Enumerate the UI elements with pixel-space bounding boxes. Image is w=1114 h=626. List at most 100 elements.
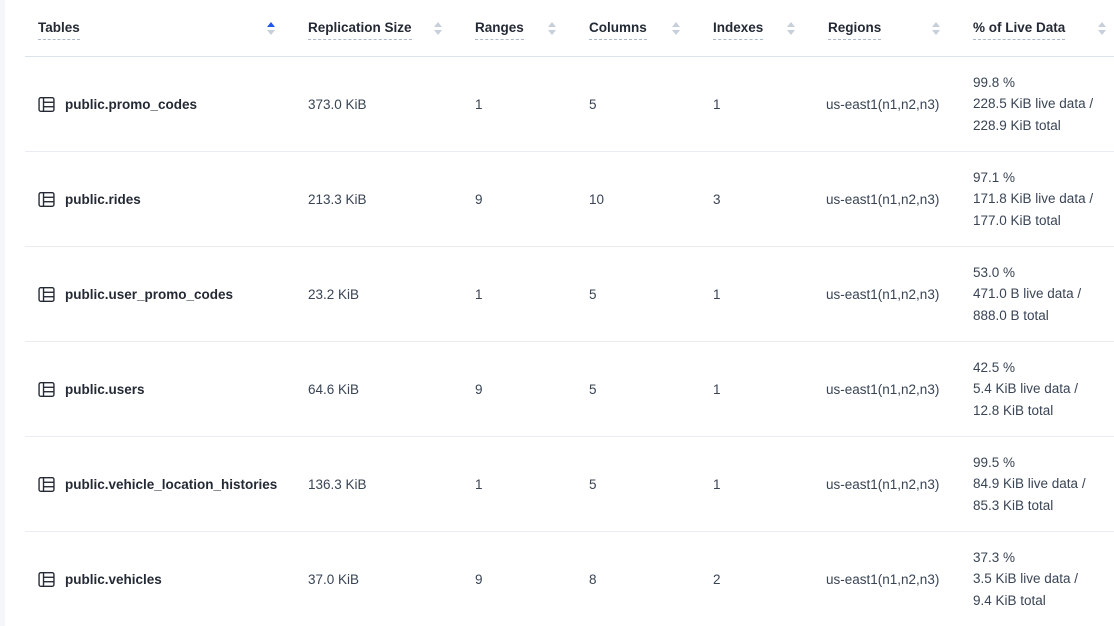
live-detail: 471.0 B live data /: [973, 286, 1082, 302]
sort-asc-icon[interactable]: [932, 21, 940, 27]
replication-size-cell: 64.6 KiB: [308, 381, 360, 397]
table-name-cell[interactable]: public.vehicles: [25, 532, 295, 626]
table-name-cell[interactable]: public.users: [25, 342, 295, 436]
live-data-cell: 53.0 % 471.0 B live data / 888.0 B total: [960, 247, 1114, 341]
table-row: public.vehicle_location_histories 136.3 …: [25, 437, 1114, 532]
indexes-cell: 2: [713, 571, 721, 587]
table-name[interactable]: public.promo_codes: [65, 96, 198, 112]
ranges-cell: 9: [475, 571, 483, 587]
column-header-indexes[interactable]: Indexes: [700, 0, 815, 56]
sort-arrows-icon[interactable]: [787, 21, 795, 35]
table-row: public.vehicles 37.0 KiB 9 8 2 us-east1(…: [25, 532, 1114, 626]
columns-cell: 8: [589, 571, 597, 587]
columns-cell: 5: [589, 286, 597, 302]
live-data-cell: 37.3 % 3.5 KiB live data / 9.4 KiB total: [960, 532, 1114, 626]
column-header-label: % of Live Data: [973, 20, 1066, 40]
sort-asc-icon[interactable]: [787, 21, 795, 27]
live-detail: 84.9 KiB live data /: [973, 476, 1086, 492]
table-grid-icon: [38, 191, 55, 208]
sort-arrows-icon[interactable]: [267, 21, 275, 35]
live-detail: 171.8 KiB live data /: [973, 191, 1094, 207]
regions-cell: us-east1(n1,n2,n3): [826, 191, 940, 207]
table-grid-icon: [38, 96, 55, 113]
column-header-ranges[interactable]: Ranges: [462, 0, 576, 56]
sort-desc-icon[interactable]: [434, 29, 442, 35]
table-name[interactable]: public.users: [65, 381, 145, 397]
indexes-cell: 3: [713, 191, 721, 207]
table-name[interactable]: public.vehicle_location_histories: [65, 476, 278, 492]
table-name-cell[interactable]: public.vehicle_location_histories: [25, 437, 295, 531]
sort-arrows-icon[interactable]: [548, 21, 556, 35]
columns-cell: 5: [589, 96, 597, 112]
ranges-cell: 1: [475, 96, 483, 112]
column-header-label: Regions: [828, 20, 882, 40]
ranges-cell: 9: [475, 381, 483, 397]
table-row: public.promo_codes 373.0 KiB 1 5 1 us-ea…: [25, 57, 1114, 152]
table-name[interactable]: public.vehicles: [65, 571, 162, 587]
table-name[interactable]: public.user_promo_codes: [65, 286, 234, 302]
table-name-cell[interactable]: public.promo_codes: [25, 57, 295, 151]
indexes-cell: 1: [713, 96, 721, 112]
table-row: public.rides 213.3 KiB 9 10 3 us-east1(n…: [25, 152, 1114, 247]
column-header-columns[interactable]: Columns: [576, 0, 700, 56]
sort-arrows-icon[interactable]: [932, 21, 940, 35]
sort-asc-icon[interactable]: [267, 21, 275, 27]
replication-size-cell: 23.2 KiB: [308, 286, 360, 302]
sort-asc-icon[interactable]: [548, 21, 556, 27]
sort-arrows-icon[interactable]: [1098, 21, 1106, 35]
table-grid-icon: [38, 476, 55, 493]
columns-cell: 10: [589, 191, 605, 207]
live-detail: 228.5 KiB live data /: [973, 96, 1094, 112]
indexes-cell: 1: [713, 476, 721, 492]
column-header-label: Tables: [38, 20, 80, 40]
live-percent: 37.3 %: [973, 549, 1016, 565]
table-name-cell[interactable]: public.rides: [25, 152, 295, 246]
column-header-label: Replication Size: [308, 20, 412, 40]
table-grid-icon: [38, 571, 55, 588]
replication-size-cell: 373.0 KiB: [308, 96, 367, 112]
replication-size-cell: 213.3 KiB: [308, 191, 367, 207]
regions-cell: us-east1(n1,n2,n3): [826, 381, 940, 397]
ranges-cell: 1: [475, 476, 483, 492]
ranges-cell: 9: [475, 191, 483, 207]
total-detail: 177.0 KiB total: [973, 212, 1061, 228]
sort-asc-icon[interactable]: [672, 21, 680, 27]
column-header-label: Indexes: [713, 20, 764, 40]
sort-desc-icon[interactable]: [672, 29, 680, 35]
table-name[interactable]: public.rides: [65, 191, 141, 207]
live-percent: 97.1 %: [973, 169, 1016, 185]
live-data-cell: 99.8 % 228.5 KiB live data / 228.9 KiB t…: [960, 57, 1114, 151]
total-detail: 888.0 B total: [973, 307, 1049, 323]
live-data-cell: 99.5 % 84.9 KiB live data / 85.3 KiB tot…: [960, 437, 1114, 531]
regions-cell: us-east1(n1,n2,n3): [826, 96, 940, 112]
sort-arrows-icon[interactable]: [434, 21, 442, 35]
sort-desc-icon[interactable]: [548, 29, 556, 35]
table-row: public.users 64.6 KiB 9 5 1 us-east1(n1,…: [25, 342, 1114, 437]
column-header-live-data[interactable]: % of Live Data: [960, 0, 1114, 56]
live-detail: 5.4 KiB live data /: [973, 381, 1079, 397]
sort-desc-icon[interactable]: [1098, 29, 1106, 35]
columns-cell: 5: [589, 381, 597, 397]
total-detail: 9.4 KiB total: [973, 592, 1046, 608]
table-grid-icon: [38, 286, 55, 303]
column-header-tables[interactable]: Tables: [25, 0, 295, 56]
live-data-cell: 42.5 % 5.4 KiB live data / 12.8 KiB tota…: [960, 342, 1114, 436]
sort-asc-icon[interactable]: [1098, 21, 1106, 27]
sort-arrows-icon[interactable]: [672, 21, 680, 35]
live-percent: 53.0 %: [973, 264, 1016, 280]
replication-size-cell: 37.0 KiB: [308, 571, 360, 587]
ranges-cell: 1: [475, 286, 483, 302]
column-header-regions[interactable]: Regions: [815, 0, 960, 56]
sort-desc-icon[interactable]: [267, 29, 275, 35]
columns-cell: 5: [589, 476, 597, 492]
indexes-cell: 1: [713, 286, 721, 302]
table-name-cell[interactable]: public.user_promo_codes: [25, 247, 295, 341]
sort-desc-icon[interactable]: [787, 29, 795, 35]
live-detail: 3.5 KiB live data /: [973, 571, 1079, 587]
sort-asc-icon[interactable]: [434, 21, 442, 27]
column-header-replication-size[interactable]: Replication Size: [295, 0, 462, 56]
sort-desc-icon[interactable]: [932, 29, 940, 35]
regions-cell: us-east1(n1,n2,n3): [826, 476, 940, 492]
live-data-cell: 97.1 % 171.8 KiB live data / 177.0 KiB t…: [960, 152, 1114, 246]
